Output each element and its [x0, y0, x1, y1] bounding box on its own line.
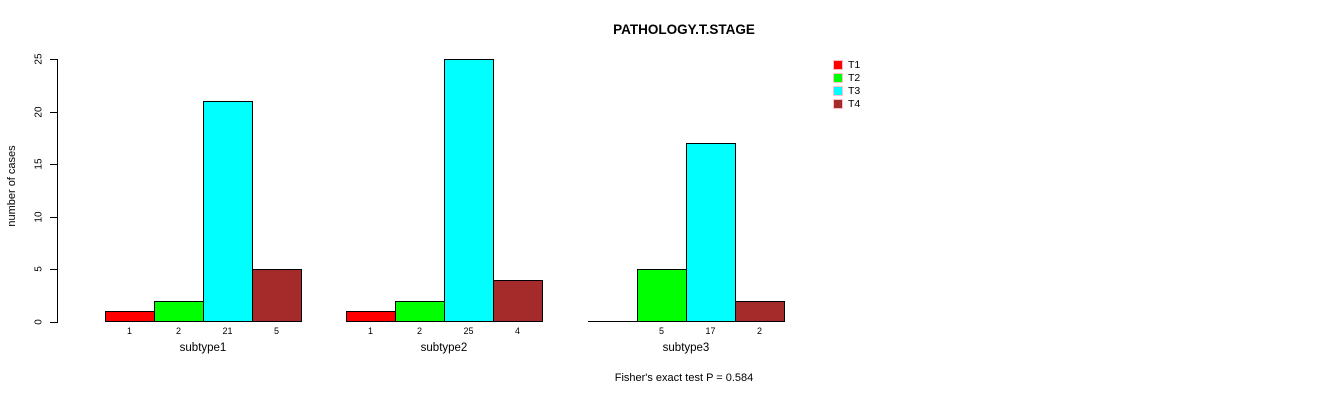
legend-label: T4	[848, 98, 861, 110]
y-tick-label: 10	[33, 211, 45, 223]
bar	[154, 301, 204, 322]
legend-swatch	[833, 99, 843, 109]
legend-label: T2	[848, 72, 861, 84]
legend-label: T1	[848, 59, 861, 71]
y-axis-label: number of cases	[6, 145, 18, 227]
bar-value-label: 25	[463, 326, 474, 336]
bar	[346, 311, 396, 322]
x-category-label: subtype1	[179, 342, 227, 354]
bar	[395, 301, 445, 322]
bar-value-label: 4	[514, 326, 521, 336]
bar-value-label: 2	[175, 326, 182, 336]
bar-value-label: 2	[416, 326, 423, 336]
bar-value-label: 5	[658, 326, 665, 336]
y-tick	[50, 164, 57, 165]
legend-swatch	[833, 73, 843, 83]
y-tick-label: 20	[33, 106, 45, 118]
bar	[444, 59, 494, 322]
bar	[686, 143, 736, 322]
bar-value-label: 1	[367, 326, 374, 336]
bar	[203, 101, 253, 322]
y-tick	[50, 269, 57, 270]
bar	[735, 301, 785, 322]
bar	[588, 321, 638, 322]
legend-item: T3	[833, 86, 860, 96]
legend-item: T4	[833, 99, 860, 109]
legend-label: T3	[848, 85, 861, 97]
y-tick	[50, 112, 57, 113]
x-category-label: subtype3	[662, 342, 710, 354]
bar-value-label: 1	[126, 326, 133, 336]
y-tick-label: 0	[33, 319, 45, 325]
chart-title: PATHOLOGY.T.STAGE	[613, 22, 755, 37]
y-tick	[50, 59, 57, 60]
bar-value-label: 5	[273, 326, 280, 336]
bar-value-label: 17	[705, 326, 716, 336]
legend-item: T2	[833, 73, 860, 83]
legend-swatch	[833, 60, 843, 70]
bar	[493, 280, 543, 322]
y-tick-label: 5	[33, 266, 45, 272]
bar	[252, 269, 302, 322]
y-tick	[50, 217, 57, 218]
y-tick-label: 25	[33, 53, 45, 65]
bar	[637, 269, 687, 322]
bar-value-label: 2	[756, 326, 763, 336]
legend-item: T1	[833, 60, 860, 70]
legend: T1 T2 T3 T4	[833, 60, 860, 112]
bar-value-label: 21	[222, 326, 233, 336]
legend-swatch	[833, 86, 843, 96]
bar	[105, 311, 155, 322]
y-tick	[50, 322, 57, 323]
x-category-label: subtype2	[420, 342, 468, 354]
y-axis-line	[57, 59, 58, 323]
y-tick-label: 15	[33, 158, 45, 170]
fisher-annotation: Fisher's exact test P = 0.584	[614, 372, 754, 384]
